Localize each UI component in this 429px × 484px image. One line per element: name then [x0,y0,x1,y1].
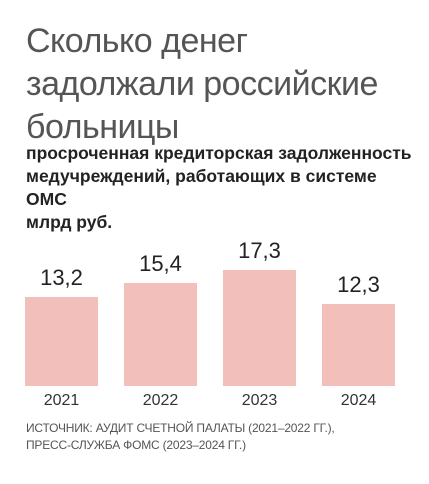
bar-2024 [322,304,395,386]
chart-title: Сколько денег задолжали российские больн… [26,22,378,146]
x-tick-2023: 2023 [241,392,278,409]
bar-2022 [124,283,197,386]
data-label-2023: 17,3 [238,238,281,263]
data-label-2024: 12,3 [337,272,380,297]
chart-subtitle: просроченная кредиторская задолженность … [26,142,421,234]
subtitle-text: просроченная кредиторская задолженность … [26,143,412,209]
source-line-2: ПРЕСС-СЛУЖБА ФОМС (2023–2024 ГГ.) [26,438,246,452]
source-note: ИСТОЧНИК: АУДИТ СЧЕТНОЙ ПАЛАТЫ (2021–202… [26,420,421,454]
x-tick-2021: 2021 [43,392,80,409]
x-tick-2024: 2024 [340,392,377,409]
bar-2023 [223,270,296,386]
source-line-1: ИСТОЧНИК: АУДИТ СЧЕТНОЙ ПАЛАТЫ (2021–202… [26,421,335,435]
x-tick-2022: 2022 [142,392,179,409]
bar-2021 [25,297,98,386]
data-label-2022: 15,4 [139,251,182,276]
unit-label: млрд руб. [26,212,113,232]
data-label-2021: 13,2 [40,265,83,290]
